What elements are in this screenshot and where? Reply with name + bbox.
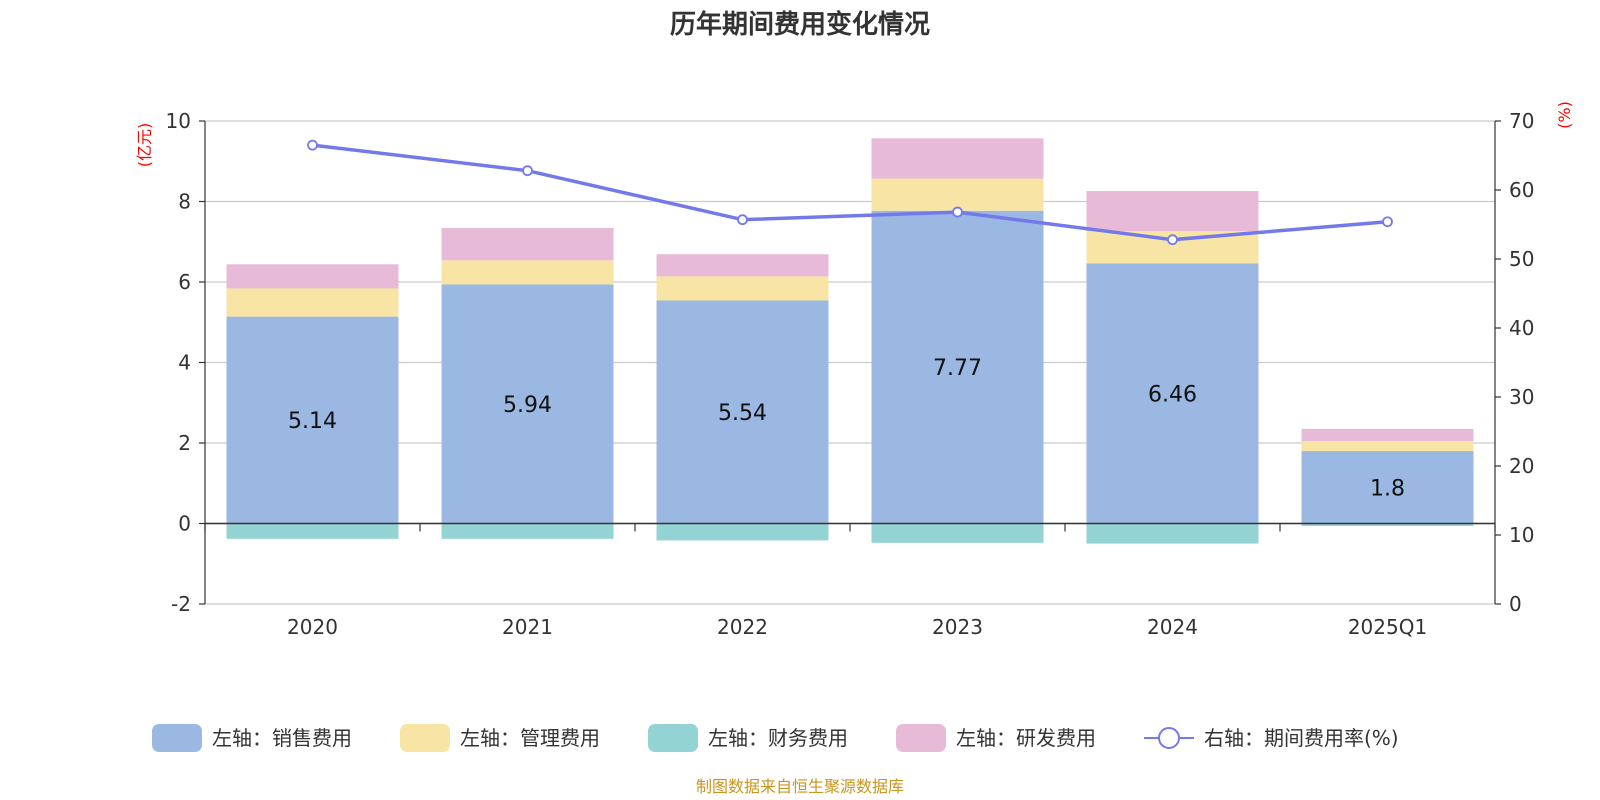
bar-segment [1086, 191, 1259, 232]
rate-point [1167, 234, 1178, 246]
bar-segment [441, 260, 614, 285]
bar-segment [226, 316, 399, 524]
right-axis-unit: (%) [1555, 101, 1574, 129]
data-label: 5.54 [718, 401, 767, 426]
left-tick-label: 0 [178, 512, 191, 536]
right-tick-label: 20 [1509, 454, 1534, 478]
right-tick-label: 50 [1509, 247, 1534, 271]
legend-label: 左轴：研发费用 [956, 726, 1096, 750]
rate-point [952, 206, 963, 218]
chart-title: 历年期间费用变化情况 [670, 9, 930, 40]
category-label: 2025Q1 [1348, 615, 1427, 639]
category-label: 2022 [717, 615, 768, 639]
legend-label: 右轴：期间费用率(%) [1204, 726, 1399, 750]
bar-segment [656, 254, 829, 277]
category-label: 2021 [502, 615, 553, 639]
bar-segment [441, 523, 614, 539]
bar-segment [226, 264, 399, 289]
right-tick-label: 30 [1509, 385, 1534, 409]
legend: 左轴：销售费用 左轴：管理费用 左轴：财务费用 左轴：研发费用 右轴：期间费用率(%) [152, 724, 1399, 752]
right-tick-label: 0 [1509, 592, 1522, 616]
legend-swatch [152, 724, 202, 752]
bar-segment [441, 228, 614, 261]
category-label: 2023 [932, 615, 983, 639]
bar-segment [656, 300, 829, 524]
legend-label: 左轴：销售费用 [212, 726, 352, 750]
bar-segment [226, 523, 399, 539]
left-tick-label: 2 [178, 431, 191, 455]
data-label: 6.46 [1148, 382, 1197, 407]
legend-swatch-marker [1158, 727, 1180, 749]
rate-point [1382, 216, 1393, 228]
left-axis-unit: (亿元) [135, 123, 154, 168]
bar-segment [1301, 451, 1474, 524]
rate-line-path [312, 143, 1388, 242]
bar-segment [1086, 263, 1259, 524]
left-tick-label: 4 [178, 351, 191, 375]
data-label: 1.8 [1370, 476, 1405, 501]
bar-segment [1301, 523, 1474, 526]
rate-line [307, 139, 1393, 246]
rate-point [522, 165, 533, 177]
bar-segment [871, 138, 1044, 179]
data-label: 7.77 [933, 356, 982, 381]
bar-segment [226, 288, 399, 317]
legend-swatch [648, 724, 698, 752]
left-tick-label: -2 [171, 592, 191, 616]
data-labels: 5.14 5.94 5.54 7.77 6.46 1.8 [288, 356, 1405, 501]
bar-segment [1301, 428, 1474, 441]
category-label: 2024 [1147, 615, 1198, 639]
legend-label: 左轴：财务费用 [708, 726, 848, 750]
left-tick-label: 10 [166, 109, 191, 133]
bar-segment [871, 523, 1044, 543]
bar-segment [656, 276, 829, 301]
bar-segment [1086, 523, 1259, 544]
right-tick-label: 10 [1509, 523, 1534, 547]
bar-segment [1301, 440, 1474, 452]
left-tick-label: 8 [178, 190, 191, 214]
data-label: 5.94 [503, 393, 552, 418]
legend-swatch [400, 724, 450, 752]
left-tick-label: 6 [178, 270, 191, 294]
legend-label: 左轴：管理费用 [460, 726, 600, 750]
source-note: 制图数据来自恒生聚源数据库 [696, 777, 904, 796]
category-label: 2020 [287, 615, 338, 639]
bar-segment [656, 523, 829, 541]
right-tick-label: 60 [1509, 178, 1534, 202]
legend-swatch [896, 724, 946, 752]
axes: -2 0 2 4 6 8 10 0 10 20 30 40 50 60 70 2020 2021 2022 2023… [166, 109, 1535, 639]
right-tick-label: 40 [1509, 316, 1534, 340]
bar-segment [871, 210, 1044, 524]
rate-point [737, 214, 748, 226]
rate-point [307, 139, 318, 151]
data-label: 5.14 [288, 409, 337, 434]
right-tick-label: 70 [1509, 109, 1534, 133]
bar-segment [871, 178, 1044, 211]
bar-segment [441, 284, 614, 524]
bars [226, 138, 1474, 544]
